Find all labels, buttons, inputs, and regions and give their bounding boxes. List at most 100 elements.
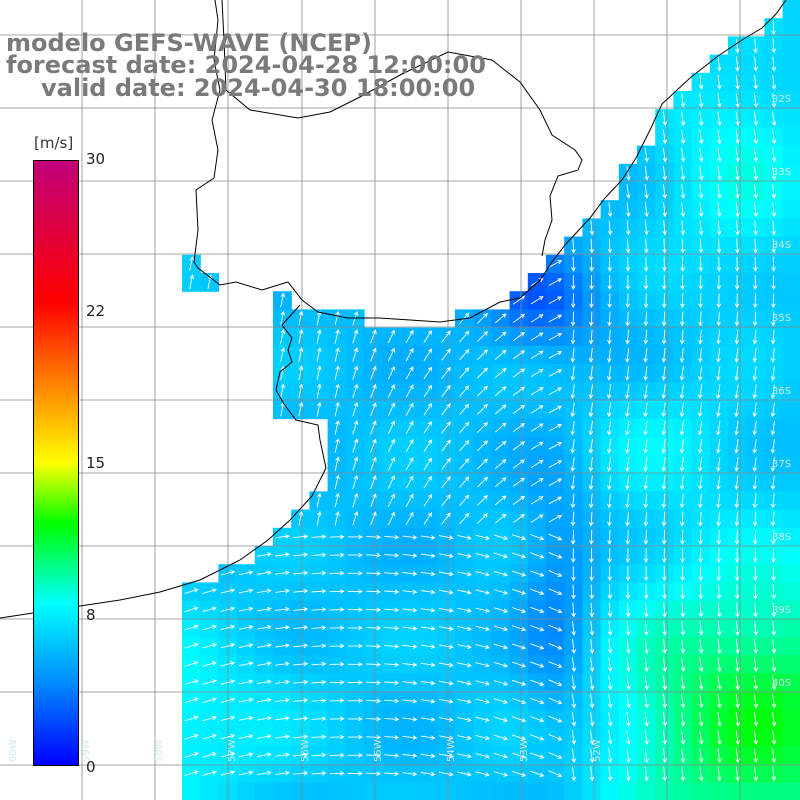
wind-vector-arrow: [697, 493, 703, 509]
wind-vector-arrow: [662, 147, 668, 163]
wind-vector-arrow: [220, 661, 236, 667]
wind-vector-arrow: [493, 698, 509, 704]
wind-vector-arrow: [771, 275, 776, 291]
wind-vector-arrow: [643, 529, 649, 545]
wind-vector-arrow: [625, 329, 630, 345]
wind-vector-arrow: [589, 220, 595, 236]
wind-vector-arrow: [770, 347, 776, 363]
wind-vector-arrow: [588, 511, 594, 527]
wind-vector-arrow: [753, 202, 759, 218]
wind-vector-arrow: [402, 771, 418, 777]
wind-speed-cell: [291, 782, 310, 800]
wind-vector-arrow: [475, 734, 491, 741]
wind-vector-arrow: [770, 511, 776, 527]
wind-vector-arrow: [717, 111, 722, 127]
wind-vector-arrow: [661, 384, 667, 400]
wind-vector-arrow: [606, 438, 612, 454]
wind-vector-arrow: [329, 734, 345, 740]
wind-vector-arrow: [511, 607, 527, 614]
wind-vector-arrow: [717, 711, 722, 727]
wind-vector-arrow: [717, 675, 722, 691]
wind-vector-arrow: [626, 711, 631, 727]
wind-vector-arrow: [457, 680, 472, 686]
wind-speed-cell: [782, 218, 800, 238]
wind-vector-arrow: [402, 535, 418, 540]
wind-vector-arrow: [530, 423, 544, 432]
wind-vector-arrow: [366, 643, 382, 649]
wind-vector-arrow: [298, 510, 304, 526]
wind-vector-arrow: [184, 588, 199, 595]
wind-vector-arrow: [494, 495, 507, 506]
wind-vector-arrow: [475, 552, 491, 559]
wind-vector-arrow: [366, 607, 382, 613]
wind-vector-arrow: [752, 457, 758, 472]
wind-vector-arrow: [607, 657, 613, 673]
wind-vector-arrow: [366, 589, 382, 595]
wind-vector-arrow: [387, 420, 395, 435]
wind-vector-arrow: [256, 570, 272, 575]
wind-vector-arrow: [771, 147, 777, 163]
wind-vector-arrow: [771, 202, 777, 218]
wind-vector-arrow: [530, 534, 545, 541]
wind-vector-arrow: [238, 606, 254, 612]
wind-vector-arrow: [643, 402, 648, 418]
wind-vector-arrow: [753, 275, 758, 291]
wind-vector-arrow: [770, 329, 776, 345]
wind-vector-arrow: [589, 620, 595, 636]
wind-vector-arrow: [548, 679, 563, 687]
wind-vector-arrow: [570, 311, 576, 327]
wind-vector-arrow: [220, 606, 236, 612]
wind-vector-arrow: [771, 711, 777, 727]
latitude-label: 39S: [772, 605, 791, 616]
wind-vector-arrow: [662, 275, 667, 291]
wind-vector-arrow: [679, 366, 685, 381]
wind-vector-arrow: [275, 661, 290, 667]
latitude-label: 38S: [772, 532, 791, 543]
wind-vector-arrow: [570, 511, 576, 527]
wind-vector-arrow: [571, 566, 576, 582]
longitude-label: 57W: [227, 739, 238, 762]
wind-vector-arrow: [662, 693, 668, 709]
wind-vector-arrow: [316, 492, 322, 508]
wind-vector-arrow: [606, 457, 612, 472]
wind-vector-arrow: [697, 457, 703, 472]
wind-vector-arrow: [475, 698, 491, 704]
wind-vector-arrow: [475, 662, 491, 668]
wind-vector-arrow: [698, 511, 703, 527]
wind-vector-arrow: [607, 202, 613, 218]
wind-vector-arrow: [459, 385, 470, 397]
wind-vector-arrow: [334, 492, 340, 508]
wind-vector-arrow: [494, 477, 507, 488]
wind-vector-arrow: [384, 607, 400, 613]
wind-vector-arrow: [441, 403, 451, 416]
wind-vector-arrow: [548, 570, 563, 577]
wind-vector-arrow: [457, 534, 472, 540]
wind-vector-arrow: [475, 589, 491, 595]
wind-vector-arrow: [459, 403, 470, 415]
wind-vector-arrow: [735, 147, 740, 163]
wind-vector-arrow: [698, 202, 704, 218]
wind-vector-arrow: [770, 475, 776, 491]
wind-vector-arrow: [347, 680, 363, 685]
wind-speed-cell: [491, 782, 511, 800]
colorbar-tick-30: 30: [86, 150, 106, 168]
wind-vector-arrow: [607, 639, 613, 655]
wind-vector-arrow: [625, 566, 631, 582]
wind-speed-cell: [728, 782, 747, 800]
wind-vector-arrow: [548, 442, 563, 450]
longitude-label: 60W: [8, 739, 19, 762]
wind-vector-arrow: [643, 256, 649, 272]
wind-vector-arrow: [662, 657, 668, 673]
wind-vector-arrow: [494, 458, 507, 469]
wind-vector-arrow: [771, 56, 777, 72]
wind-vector-arrow: [643, 475, 648, 491]
wind-vector-arrow: [607, 675, 613, 691]
wind-vector-arrow: [716, 384, 721, 400]
wind-vector-arrow: [644, 202, 649, 218]
wind-vector-arrow: [680, 657, 686, 673]
wind-vector-arrow: [423, 384, 433, 398]
wind-vector-arrow: [734, 275, 740, 291]
wind-vector-arrow: [457, 771, 472, 777]
wind-vector-arrow: [735, 711, 740, 727]
wind-vector-arrow: [570, 420, 576, 436]
